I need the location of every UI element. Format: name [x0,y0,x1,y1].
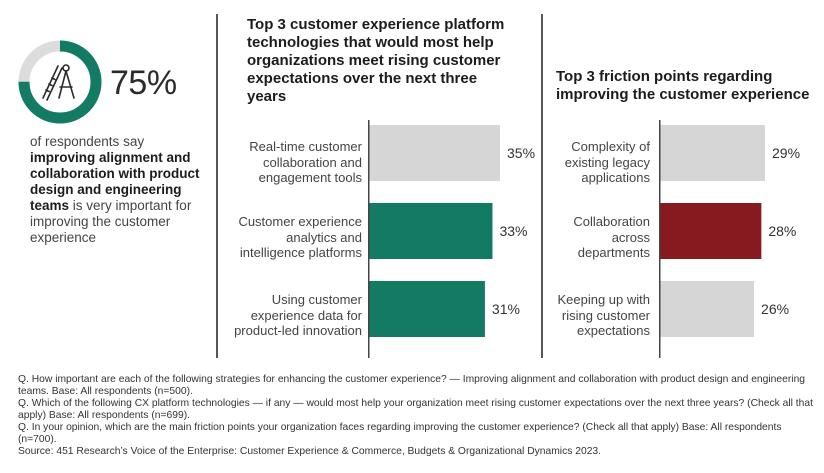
donut-fill [18,40,102,124]
chart1-category-label: Real-time customer collaboration and eng… [249,139,362,185]
drafting-tools-icon [42,64,75,101]
divider-right [541,14,543,358]
chart1-category-label: Using customer experience data for produ… [234,292,362,338]
chart2-value-label: 26% [761,301,789,317]
chart1-bar [368,281,485,337]
chart2-category-label: Keeping up with rising customer expectat… [557,292,650,338]
footnotes: Q. How important are each of the followi… [18,374,818,458]
chart2-value-label: 29% [772,145,800,161]
chart1-value-label: 35% [507,145,535,161]
chart2-bar [659,125,765,181]
footnote-q2: Q. Which of the following CX platform te… [18,398,813,421]
chart2-bar [659,203,762,259]
chart1-category-label: Customer experience analytics and intell… [238,214,362,260]
highlight-text-bold: improving alignment and collaboration wi… [30,150,200,213]
highlight-text-pre: of respondents say [30,134,145,149]
chart1-bars: 35% 33% 31% [368,120,535,358]
chart1-bar [368,125,500,181]
chart2-category-label: Collaboration across departments [573,214,650,260]
chart1-title: Top 3 customer experience platform techn… [247,16,505,105]
footnote-q3: Q. In your opinion, which are the main f… [18,422,782,445]
chart2-title: Top 3 friction points regarding improvin… [556,68,810,103]
footnote-q1: Q. How important are each of the followi… [18,374,806,397]
divider-left [216,14,218,358]
chart1-value-label: 31% [492,301,520,317]
footnote-source: Source: 451 Research’s Voice of the Ente… [18,446,602,457]
highlight-percent: 75% [110,64,177,102]
chart1-value-label: 33% [499,223,527,239]
chart1-bar [368,203,493,259]
percent-donut [18,40,102,124]
chart2-bars: 29% 28% 26% [659,120,800,358]
chart2-value-label: 28% [768,223,796,239]
highlight-text-post: is very important for improving the cust… [30,198,192,245]
highlight-description: of respondents say improving alignment a… [30,134,208,246]
chart2-bar [659,281,755,337]
chart2-category-label: Complexity of existing legacy applicatio… [564,139,650,185]
